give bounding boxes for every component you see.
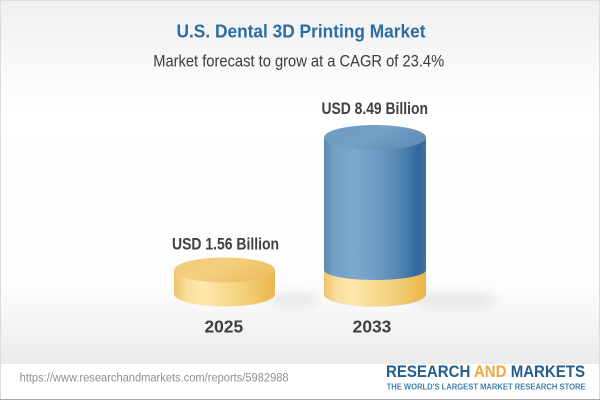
svg-text:https://www.researchandmarkets: https://www.researchandmarkets.com/repor… bbox=[20, 371, 289, 385]
svg-text:U.S. Dental 3D Printing Market: U.S. Dental 3D Printing Market bbox=[177, 20, 426, 41]
svg-text:USD 1.56 Billion: USD 1.56 Billion bbox=[172, 235, 279, 254]
svg-text:USD 8.49 Billion: USD 8.49 Billion bbox=[321, 99, 428, 118]
svg-text:Market forecast to grow at a C: Market forecast to grow at a CAGR of 23.… bbox=[153, 52, 444, 71]
svg-text:THE WORLD'S LARGEST MARKET RES: THE WORLD'S LARGEST MARKET RESEARCH STOR… bbox=[387, 382, 586, 392]
svg-text:2025: 2025 bbox=[204, 316, 243, 336]
svg-text:RESEARCH AND MARKETS: RESEARCH AND MARKETS bbox=[386, 362, 585, 381]
svg-text:2033: 2033 bbox=[353, 316, 392, 336]
